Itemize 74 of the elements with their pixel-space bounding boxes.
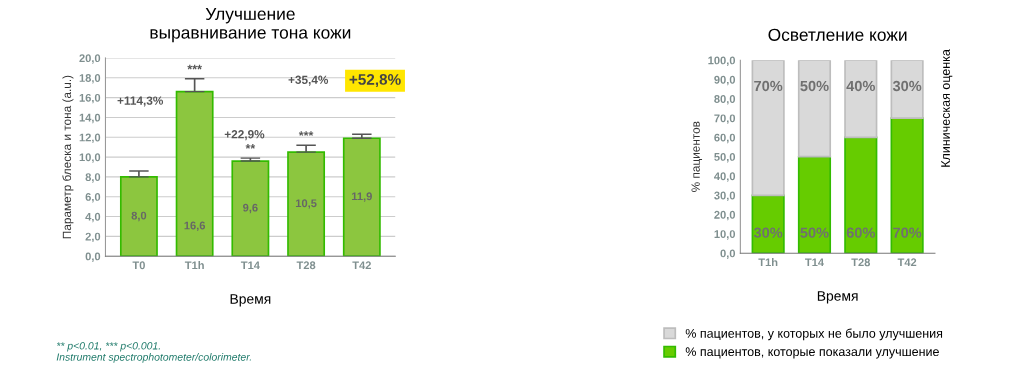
y-tick-label: 6,0 (85, 192, 101, 203)
annotation: *** (298, 131, 314, 136)
bar (844, 136, 878, 254)
bar (287, 151, 326, 257)
bar (844, 60, 878, 139)
y-tick-label: 40,0 (714, 172, 736, 182)
y-tick-label: 10,0 (79, 153, 101, 163)
data-label: 16,6 (184, 221, 206, 232)
bar (890, 117, 924, 254)
y2-axis-title: Клиническая оценка (941, 49, 953, 167)
bar (231, 160, 270, 257)
annotation: +52,8% (349, 74, 401, 88)
y-tick-label: 0,0 (720, 249, 736, 259)
text: ** p<0.01, *** p<0.001. Instrument spectrophotometer/colorimeter. (56, 342, 251, 363)
data-label: 30% (892, 80, 922, 92)
annotation: +35,4% (288, 75, 329, 86)
annotation: +22,9% (224, 130, 265, 141)
y-tick-label: 90,0 (714, 75, 736, 86)
y-tick-label: 4,0 (85, 212, 101, 223)
data-label: 50% (800, 227, 829, 238)
y-tick-label: 20,0 (714, 210, 736, 221)
y-tick-label: 14,0 (79, 113, 101, 124)
x-tick-label: T0 (132, 261, 145, 270)
data-label: 60% (846, 227, 875, 238)
y-tick-label: 16,0 (79, 93, 101, 104)
y-tick-label: 18,0 (79, 74, 101, 84)
y-tick-label: 100,0 (708, 56, 736, 66)
y-tick-label: 50,0 (714, 152, 736, 163)
chart-title: Осветление кожи (768, 28, 907, 41)
y-axis-title: Параметр блеска и тона (a.u.) (62, 75, 74, 239)
y-tick-label: 80,0 (714, 95, 736, 105)
x-tick-label: T1h (184, 261, 204, 270)
bar (751, 194, 785, 254)
data-label: 30% (753, 227, 783, 238)
y-tick-label: 60,0 (714, 133, 736, 144)
y-axis-title: % пациентов (691, 121, 703, 192)
data-label: 70% (754, 80, 783, 92)
y-tick-label: 30,0 (714, 191, 736, 202)
y-tick-label: 8,0 (85, 173, 101, 183)
x-tick-label: T1h (758, 258, 778, 267)
data-label: 10,5 (295, 199, 317, 209)
bar (119, 176, 158, 257)
x-axis-title: Время (230, 294, 271, 307)
y-tick-label: 12,0 (79, 133, 101, 143)
y-tick-label: 20,0 (79, 54, 101, 64)
data-label: 70% (893, 227, 922, 238)
chart-title: Улучшение выравнивание тона кожи (150, 7, 351, 43)
y-tick-label: 70,0 (714, 114, 736, 124)
bar (797, 60, 832, 158)
annotation: ** (245, 144, 256, 149)
legend-label: % пациентов, которые показали улучшение (685, 347, 939, 359)
y-tick-label: 2,0 (85, 232, 101, 243)
bar (342, 137, 381, 257)
data-label: 11,9 (352, 192, 372, 202)
x-axis-title: Время (817, 291, 858, 304)
x-tick-label: T42 (352, 261, 371, 270)
y-tick-label: 0,0 (85, 252, 101, 262)
bar (890, 60, 924, 119)
annotation: +114,3% (117, 96, 164, 107)
x-tick-label: T28 (296, 261, 316, 270)
bar (175, 90, 214, 257)
x-tick-label: T42 (897, 258, 917, 267)
data-label: 50% (800, 80, 829, 92)
bar (797, 155, 832, 254)
annotation: *** (187, 64, 202, 70)
data-label: 8,0 (131, 211, 147, 222)
data-label: 40% (846, 80, 875, 92)
x-tick-label: T28 (851, 258, 871, 267)
x-tick-label: T14 (240, 261, 260, 270)
data-label: 9,6 (243, 203, 258, 214)
x-tick-label: T14 (805, 258, 824, 267)
legend-label: % пациентов, у которых не было улучшения (685, 328, 943, 341)
y-tick-label: 10,0 (714, 230, 736, 240)
bar (751, 60, 785, 197)
